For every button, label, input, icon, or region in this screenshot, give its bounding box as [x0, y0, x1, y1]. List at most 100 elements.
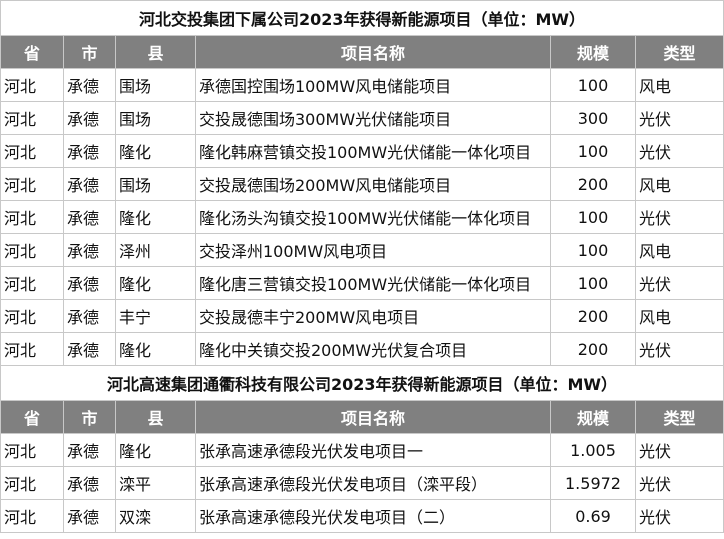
header-cell: 省 [0, 400, 64, 434]
cell: 交投泽州100MW风电项目 [195, 233, 551, 267]
cell: 河北 [0, 332, 64, 366]
header-cell: 项目名称 [195, 35, 551, 69]
data-row: 河北 承德 隆化 隆化汤头沟镇交投100MW光伏储能一体化项目 100 光伏 [0, 200, 724, 234]
cell: 河北 [0, 299, 64, 333]
cell: 河北 [0, 68, 64, 102]
cell: 光伏 [634, 433, 724, 467]
data-row: 河北 承德 泽州 交投泽州100MW风电项目 100 风电 [0, 233, 724, 267]
data-row: 河北 承德 隆化 隆化中关镇交投200MW光伏复合项目 200 光伏 [0, 332, 724, 366]
cell: 隆化 [115, 200, 196, 234]
header-cell: 省 [0, 35, 64, 69]
header-cell: 规模 [550, 35, 636, 69]
cell: 承德 [63, 134, 116, 168]
cell: 200 [550, 167, 636, 201]
cell: 围场 [115, 101, 196, 135]
header-cell: 县 [115, 400, 196, 434]
cell: 隆化 [115, 332, 196, 366]
cell: 100 [550, 68, 636, 102]
cell: 河北 [0, 101, 64, 135]
cell: 河北 [0, 266, 64, 300]
cell: 河北 [0, 466, 64, 500]
cell: 光伏 [634, 466, 724, 500]
cell: 光伏 [634, 499, 724, 533]
cell: 承德 [63, 332, 116, 366]
cell: 隆化汤头沟镇交投100MW光伏储能一体化项目 [195, 200, 551, 234]
cell: 张承高速承德段光伏发电项目一 [195, 433, 551, 467]
cell: 光伏 [634, 200, 724, 234]
data-row: 河北 承德 围场 交投晟德围场300MW光伏储能项目 300 光伏 [0, 101, 724, 135]
header-cell: 县 [115, 35, 196, 69]
data-row: 河北 承德 丰宁 交投晟德丰宁200MW风电项目 200 风电 [0, 299, 724, 333]
cell: 光伏 [634, 332, 724, 366]
data-row: 河北 承德 双滦 张承高速承德段光伏发电项目（二） 0.69 光伏 [0, 499, 724, 533]
cell: 风电 [634, 68, 724, 102]
cell: 1.5972 [550, 466, 636, 500]
cell: 张承高速承德段光伏发电项目（二） [195, 499, 551, 533]
cell: 承德 [63, 167, 116, 201]
cell: 风电 [634, 299, 724, 333]
cell: 光伏 [634, 266, 724, 300]
cell: 河北 [0, 134, 64, 168]
cell: 1.005 [550, 433, 636, 467]
data-row: 河北 承德 隆化 张承高速承德段光伏发电项目一 1.005 光伏 [0, 433, 724, 467]
cell: 风电 [634, 167, 724, 201]
cell: 围场 [115, 167, 196, 201]
cell: 隆化唐三营镇交投100MW光伏储能一体化项目 [195, 266, 551, 300]
section-title-row: 河北交投集团下属公司2023年获得新能源项目（单位：MW） [0, 0, 724, 36]
cell: 0.69 [550, 499, 636, 533]
cell: 承德 [63, 433, 116, 467]
cell: 200 [550, 332, 636, 366]
cell: 隆化 [115, 134, 196, 168]
cell: 隆化韩麻营镇交投100MW光伏储能一体化项目 [195, 134, 551, 168]
cell: 光伏 [634, 134, 724, 168]
cell: 200 [550, 299, 636, 333]
cell: 隆化中关镇交投200MW光伏复合项目 [195, 332, 551, 366]
cell: 张承高速承德段光伏发电项目（滦平段） [195, 466, 551, 500]
data-row: 河北 承德 围场 承德国控围场100MW风电储能项目 100 风电 [0, 68, 724, 102]
cell: 河北 [0, 233, 64, 267]
cell: 100 [550, 200, 636, 234]
cell: 承德 [63, 499, 116, 533]
cell: 隆化 [115, 266, 196, 300]
cell: 承德 [63, 299, 116, 333]
cell: 双滦 [115, 499, 196, 533]
header-row: 省市县项目名称 规模 类型 [0, 35, 724, 69]
section-title: 河北高速集团通衢科技有限公司2023年获得新能源项目（单位：MW） [0, 365, 724, 401]
cell: 隆化 [115, 433, 196, 467]
cell: 承德 [63, 266, 116, 300]
header-cell: 项目名称 [195, 400, 551, 434]
cell: 承德国控围场100MW风电储能项目 [195, 68, 551, 102]
cell: 承德 [63, 233, 116, 267]
cell: 河北 [0, 499, 64, 533]
data-row: 河北 承德 围场 交投晟德围场200MW风电储能项目 200 风电 [0, 167, 724, 201]
header-cell: 类型 [634, 400, 724, 434]
cell: 光伏 [634, 101, 724, 135]
cell: 河北 [0, 200, 64, 234]
cell: 承德 [63, 200, 116, 234]
cell: 河北 [0, 167, 64, 201]
header-cell: 规模 [550, 400, 636, 434]
header-cell: 市 [63, 35, 116, 69]
data-row: 河北 承德 隆化 隆化唐三营镇交投100MW光伏储能一体化项目 100 光伏 [0, 266, 724, 300]
header-row: 省市县项目名称 规模 类型 [0, 400, 724, 434]
cell: 交投晟德围场200MW风电储能项目 [195, 167, 551, 201]
cell: 围场 [115, 68, 196, 102]
data-row: 河北 承德 隆化 隆化韩麻营镇交投100MW光伏储能一体化项目 100 光伏 [0, 134, 724, 168]
cell: 100 [550, 134, 636, 168]
cell: 100 [550, 266, 636, 300]
cell: 泽州 [115, 233, 196, 267]
cell: 承德 [63, 466, 116, 500]
cell: 风电 [634, 233, 724, 267]
cell: 丰宁 [115, 299, 196, 333]
cell: 滦平 [115, 466, 196, 500]
header-cell: 类型 [634, 35, 724, 69]
cell: 河北 [0, 433, 64, 467]
header-cell: 市 [63, 400, 116, 434]
section-title: 河北交投集团下属公司2023年获得新能源项目（单位：MW） [0, 0, 724, 36]
cell: 100 [550, 233, 636, 267]
cell: 承德 [63, 68, 116, 102]
cell: 承德 [63, 101, 116, 135]
